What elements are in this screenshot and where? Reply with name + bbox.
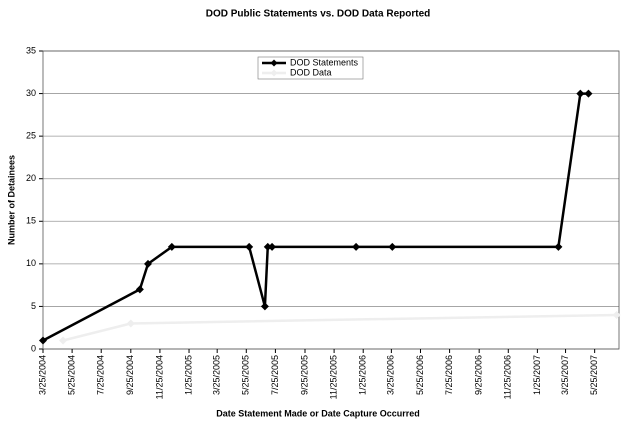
marker <box>39 336 47 345</box>
marker <box>260 302 269 311</box>
x-tick-label: 7/25/2005 <box>270 355 280 395</box>
x-tick-label: 5/25/2006 <box>415 355 425 395</box>
line <box>62 313 617 342</box>
x-tick-label: 1/25/2006 <box>358 355 368 395</box>
marker <box>126 319 135 328</box>
y-tick-label: 35 <box>26 45 36 55</box>
line <box>42 92 589 342</box>
x-tick-label: 11/25/2005 <box>328 355 338 399</box>
x-tick-label: 5/25/2007 <box>589 355 599 395</box>
x-tick-label: 3/25/2005 <box>212 355 222 395</box>
marker <box>554 242 563 251</box>
marker <box>576 89 585 98</box>
marker <box>268 242 277 251</box>
x-tick-label: 5/25/2005 <box>241 355 251 395</box>
y-tick-label: 20 <box>26 173 36 183</box>
legend-marker <box>270 59 278 67</box>
x-tick-label: 9/25/2004 <box>125 355 135 395</box>
marker <box>245 242 254 251</box>
legend-label: DOD Statements <box>290 57 359 67</box>
marker <box>135 285 144 294</box>
marker <box>584 89 593 98</box>
plot-area <box>42 50 620 350</box>
x-tick-label: 3/25/2006 <box>386 355 396 395</box>
marker <box>612 310 621 319</box>
x-tick-label: 9/25/2006 <box>474 355 484 395</box>
x-tick-label: 5/25/2004 <box>66 355 76 395</box>
x-tick-label: 7/25/2004 <box>96 355 106 395</box>
marker <box>59 336 68 345</box>
x-tick-label: 7/25/2006 <box>444 355 454 395</box>
x-tick-label: 3/25/2007 <box>560 355 570 395</box>
y-tick-label: 25 <box>26 131 36 141</box>
y-axis-label: Number of Detainees <box>6 155 16 245</box>
y-tick-label: 30 <box>26 88 36 98</box>
y-tick-label: 5 <box>31 301 36 311</box>
chart-title: DOD Public Statements vs. DOD Data Repor… <box>206 9 431 20</box>
marker <box>352 242 361 251</box>
y-tick-label: 15 <box>26 216 36 226</box>
x-axis-label: Date Statement Made or Date Capture Occu… <box>216 408 420 418</box>
x-tick-label: 1/25/2005 <box>183 355 193 395</box>
marker <box>167 242 176 251</box>
y-tick-label: 10 <box>26 258 36 268</box>
marker <box>263 242 272 251</box>
x-tick-label: 9/25/2005 <box>299 355 309 395</box>
x-tick-label: 1/25/2007 <box>532 355 542 395</box>
x-tick-label: 3/25/2004 <box>37 355 47 395</box>
x-tick-label: 11/25/2006 <box>503 355 513 399</box>
legend-label: DOD Data <box>290 67 332 77</box>
x-tick-label: 11/25/2004 <box>154 355 164 399</box>
legend-marker <box>270 69 278 77</box>
marker <box>143 259 152 268</box>
y-tick-label: 0 <box>31 343 36 353</box>
marker <box>388 242 397 251</box>
